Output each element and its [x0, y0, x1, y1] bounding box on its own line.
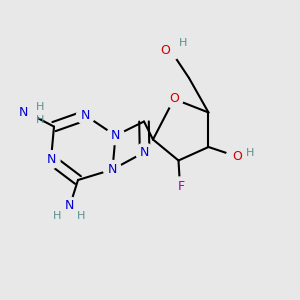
- Text: H: H: [36, 115, 45, 125]
- Circle shape: [58, 197, 80, 220]
- Text: H: H: [36, 101, 45, 112]
- Text: N: N: [108, 163, 117, 176]
- Text: N: N: [111, 129, 120, 142]
- Circle shape: [171, 177, 189, 195]
- Circle shape: [106, 127, 124, 145]
- Circle shape: [76, 106, 94, 124]
- Circle shape: [16, 101, 38, 124]
- Circle shape: [42, 151, 60, 169]
- Text: O: O: [160, 44, 170, 58]
- Circle shape: [165, 90, 183, 108]
- Circle shape: [226, 147, 244, 165]
- Text: H: H: [179, 38, 187, 49]
- Text: N: N: [19, 106, 28, 119]
- Text: H: H: [53, 211, 61, 221]
- Text: N: N: [64, 199, 74, 212]
- Circle shape: [103, 160, 122, 178]
- Text: N: N: [140, 146, 149, 159]
- Text: N: N: [81, 109, 90, 122]
- Text: N: N: [46, 153, 56, 166]
- Text: H: H: [77, 211, 85, 221]
- Text: F: F: [178, 179, 185, 193]
- Circle shape: [162, 42, 180, 60]
- Text: O: O: [169, 92, 179, 106]
- Text: O: O: [232, 149, 242, 163]
- Text: H: H: [246, 148, 255, 158]
- Circle shape: [136, 143, 154, 161]
